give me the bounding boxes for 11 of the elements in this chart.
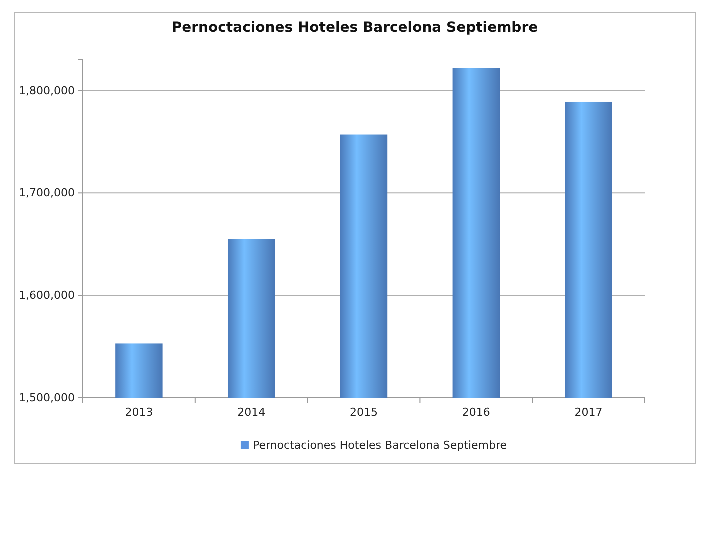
x-tick-label: 2017 <box>574 406 603 419</box>
y-tick-label: 1,600,000 <box>19 289 75 302</box>
y-tick-label: 1,700,000 <box>19 186 75 200</box>
x-tick-label: 2014 <box>238 406 266 419</box>
chart-title: Pernoctaciones Hoteles Barcelona Septiembre <box>172 20 538 36</box>
x-tick-label: 2016 <box>462 406 490 419</box>
x-tick-label: 2015 <box>350 406 378 419</box>
legend-label: Pernoctaciones Hoteles Barcelona Septiembre <box>252 439 508 452</box>
y-tick-label: 1,800,000 <box>19 84 75 98</box>
x-tick-label: 2013 <box>125 406 154 419</box>
y-tick-label: 1,500,000 <box>19 392 75 405</box>
